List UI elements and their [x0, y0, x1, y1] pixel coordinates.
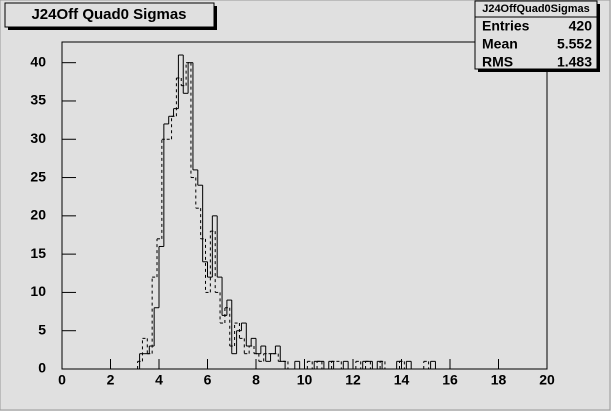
stats-value: 420: [569, 18, 593, 34]
stats-label: Entries: [482, 18, 530, 34]
x-tick-label: 18: [491, 372, 507, 388]
y-tick-label: 5: [38, 321, 46, 337]
frame: [61, 41, 548, 370]
y-tick-label: 0: [38, 360, 46, 376]
x-tick-label: 16: [442, 372, 458, 388]
x-tick-label: 4: [155, 372, 163, 388]
y-tick-label: 30: [30, 130, 46, 146]
y-tick-label: 10: [30, 283, 46, 299]
y-tick-label: 15: [30, 245, 46, 261]
stats-value: 1.483: [557, 54, 592, 70]
stats-label: Mean: [482, 36, 518, 52]
x-tick-label: 20: [539, 372, 555, 388]
x-tick-label: 14: [394, 372, 410, 388]
stats-box: [474, 0, 598, 70]
stats-title: J24OffQuad0Sigmas: [482, 3, 590, 15]
y-tick-label: 40: [30, 53, 46, 69]
x-tick-label: 10: [297, 372, 313, 388]
x-tick-label: 6: [204, 372, 212, 388]
stats-label: RMS: [482, 54, 513, 70]
y-tick-label: 25: [30, 168, 46, 184]
x-tick-label: 8: [252, 372, 260, 388]
title-box: [4, 2, 215, 28]
stats-value: 5.552: [557, 36, 592, 52]
x-tick-label: 12: [345, 372, 361, 388]
y-tick-label: 35: [30, 92, 46, 108]
x-tick-label: 2: [107, 372, 115, 388]
chart-title: J24Off Quad0 Sigmas: [31, 6, 186, 23]
y-tick-label: 20: [30, 207, 46, 223]
x-tick-label: 0: [58, 372, 66, 388]
